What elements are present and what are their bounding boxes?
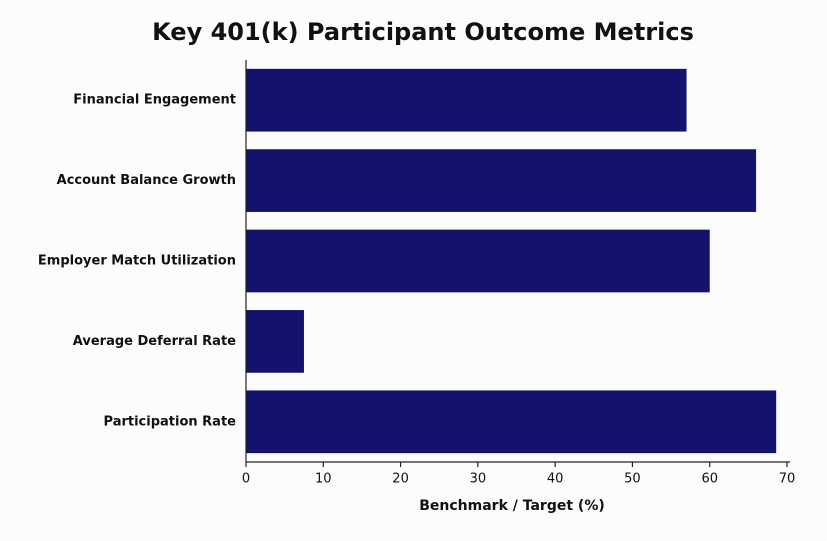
y-tick-label: Account Balance Growth bbox=[57, 173, 236, 188]
y-tick-label: Average Deferral Rate bbox=[73, 334, 236, 349]
x-tick-label: 50 bbox=[624, 472, 641, 487]
x-tick-label: 10 bbox=[315, 472, 332, 487]
bar bbox=[246, 68, 687, 132]
x-tick-label: 20 bbox=[392, 472, 409, 487]
y-tick-label: Financial Engagement bbox=[73, 93, 236, 108]
bar bbox=[246, 149, 757, 212]
x-tick-label: 0 bbox=[242, 472, 250, 487]
bar bbox=[246, 390, 777, 454]
y-tick-label: Participation Rate bbox=[104, 414, 237, 429]
x-tick-label: 60 bbox=[701, 472, 718, 487]
x-axis-label: Benchmark / Target (%) bbox=[419, 498, 605, 514]
x-tick-label: 70 bbox=[779, 472, 796, 487]
x-tick-label: 30 bbox=[470, 472, 487, 487]
y-tick-label: Employer Match Utilization bbox=[38, 254, 236, 269]
x-tick-label: 40 bbox=[547, 472, 564, 487]
bar bbox=[246, 310, 304, 373]
bar bbox=[246, 229, 710, 293]
chart-title: Key 401(k) Participant Outcome Metrics bbox=[152, 18, 694, 46]
